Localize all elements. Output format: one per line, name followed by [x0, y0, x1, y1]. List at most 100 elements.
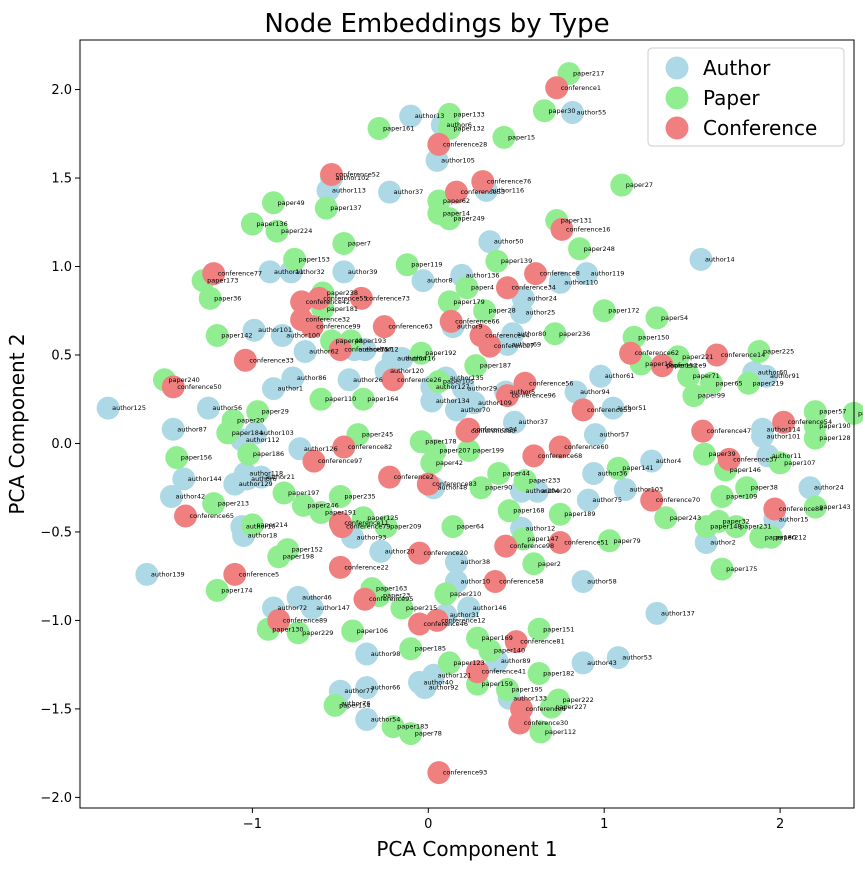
- point-label-2-48: conference22: [344, 563, 388, 571]
- point-label-0-77: author38: [460, 558, 490, 566]
- point-label-1-53: paper128: [819, 434, 850, 442]
- point-label-1-23: paper4: [471, 284, 494, 292]
- paper-point-112: [539, 695, 563, 719]
- point-label-1-21: paper36: [214, 294, 241, 302]
- point-label-0-42: author125: [112, 404, 146, 412]
- point-label-1-48: paper29: [262, 408, 289, 416]
- point-label-0-3: author6: [446, 121, 472, 129]
- point-label-0-93: author92: [429, 684, 459, 692]
- point-label-1-54: paper245: [362, 431, 393, 439]
- point-label-0-40: author109: [478, 399, 512, 407]
- point-label-0-9: author14: [705, 255, 735, 263]
- point-label-0-56: author4: [656, 457, 682, 465]
- point-label-2-22: conference9: [666, 362, 706, 370]
- paper-point-99: [390, 596, 414, 620]
- paper-point-82: [724, 515, 748, 539]
- point-label-0-34: author29: [467, 385, 497, 393]
- paper-point-87: [511, 527, 535, 551]
- author-point-10: [258, 260, 282, 284]
- author-point-21: [495, 332, 519, 356]
- point-label-0-53: author37: [518, 418, 548, 426]
- point-label-1-71: paper235: [344, 493, 375, 501]
- point-label-0-11: author32: [295, 268, 325, 276]
- point-label-1-60: paper199: [473, 447, 504, 455]
- point-label-1-72: paper197: [288, 489, 319, 497]
- author-point-72: [694, 531, 718, 555]
- point-label-2-49: conference58: [499, 577, 543, 585]
- point-label-1-97: paper23: [383, 592, 410, 600]
- paper-point-76: [309, 500, 333, 524]
- author-point-93: [413, 676, 437, 700]
- author-point-66: [159, 485, 183, 509]
- conference-point-10: [349, 286, 373, 310]
- data-points-layer: [96, 62, 863, 785]
- conference-point-35: [548, 435, 572, 459]
- point-label-1-18: paper153: [299, 255, 330, 263]
- point-label-2-1: conference28: [443, 140, 487, 148]
- point-label-2-0: conference1: [561, 84, 601, 92]
- point-label-1-10: paper14: [443, 209, 470, 217]
- legend-label-paper: Paper: [703, 86, 760, 110]
- point-label-0-21: author69: [511, 340, 541, 348]
- author-point-22: [242, 318, 266, 342]
- point-label-1-33: paper193: [355, 337, 386, 345]
- author-point-18: [510, 301, 534, 325]
- point-label-2-57: conference30: [524, 719, 568, 727]
- paper-point-2: [532, 99, 556, 123]
- paper-point-113: [323, 693, 347, 717]
- point-label-2-21: conference33: [249, 356, 293, 364]
- point-label-0-49: author57: [599, 431, 629, 439]
- paper-point-103: [341, 619, 365, 643]
- point-label-1-5: paper15: [508, 133, 535, 141]
- paper-point-50: [842, 401, 863, 425]
- conference-point-29: [717, 447, 741, 471]
- author-point-8: [478, 230, 502, 254]
- point-label-2-15: conference63: [388, 323, 432, 331]
- author-point-83: [300, 596, 324, 620]
- point-label-2-30: conference54: [788, 418, 832, 426]
- point-label-0-81: author46: [302, 593, 332, 601]
- point-label-2-2: conference52: [336, 170, 380, 178]
- point-label-2-58: conference93: [443, 769, 487, 777]
- conference-point-36: [302, 449, 326, 473]
- point-label-2-4: conference53: [460, 188, 504, 196]
- point-label-1-69: paper38: [751, 484, 778, 492]
- point-label-1-41: paper71: [693, 372, 720, 380]
- point-label-2-10: conference73: [365, 294, 409, 302]
- author-point-44: [262, 377, 285, 401]
- point-label-0-80: author10: [460, 577, 490, 585]
- point-label-1-47: paper164: [367, 395, 398, 403]
- point-label-2-16: conference44: [485, 332, 529, 340]
- point-label-2-34: conference68: [538, 452, 582, 460]
- author-point-42: [96, 396, 120, 420]
- conference-point-2: [320, 162, 344, 186]
- paper-point-17: [485, 249, 509, 273]
- author-point-86: [645, 601, 669, 625]
- point-label-2-37: conference2: [394, 473, 434, 481]
- point-label-1-26: paper54: [661, 314, 688, 322]
- point-label-1-79: paper125: [367, 514, 398, 522]
- paper-point-100: [286, 621, 310, 645]
- point-label-0-16: author110: [564, 278, 598, 286]
- point-label-0-85: author31: [450, 611, 480, 619]
- point-label-2-12: conference32: [306, 316, 350, 324]
- point-label-0-67: author129: [239, 480, 273, 488]
- point-label-0-17: author24: [527, 294, 557, 302]
- point-label-0-51: author101: [767, 432, 801, 440]
- point-label-0-39: author91: [770, 372, 800, 380]
- point-label-2-7: conference8: [540, 270, 580, 278]
- conference-point-52: [408, 612, 432, 636]
- point-label-0-18: author25: [526, 309, 556, 317]
- point-label-1-87: paper147: [527, 535, 558, 543]
- author-point-68: [235, 467, 259, 491]
- paper-point-92: [267, 545, 291, 569]
- point-label-2-54: conference81: [520, 638, 564, 646]
- point-label-0-24: author62: [309, 347, 339, 355]
- author-point-47: [161, 417, 185, 441]
- point-label-2-19: conference62: [635, 349, 679, 357]
- point-label-0-29: author120: [390, 367, 424, 375]
- paper-point-45: [427, 370, 451, 394]
- author-point-40: [462, 391, 486, 415]
- legend-items: Author Paper Conference: [665, 56, 817, 140]
- paper-point-29: [205, 324, 229, 348]
